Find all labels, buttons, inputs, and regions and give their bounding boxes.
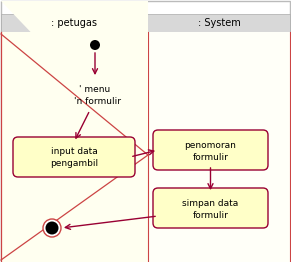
FancyBboxPatch shape: [13, 137, 135, 177]
Text: : System: : System: [198, 18, 241, 28]
Text: input data: input data: [51, 148, 97, 156]
Circle shape: [45, 221, 58, 234]
FancyBboxPatch shape: [153, 188, 268, 228]
FancyBboxPatch shape: [153, 130, 268, 170]
Circle shape: [90, 40, 100, 50]
Text: formulir: formulir: [193, 152, 228, 161]
Text: ' menu: ' menu: [79, 85, 111, 95]
Polygon shape: [1, 1, 148, 155]
Text: 'n formulir: 'n formulir: [74, 96, 122, 106]
Text: pengambil: pengambil: [50, 160, 98, 168]
Text: penomoran: penomoran: [184, 140, 236, 150]
Polygon shape: [1, 32, 148, 259]
Circle shape: [43, 219, 61, 237]
Bar: [1, 32, 148, 262]
Text: formulir: formulir: [193, 210, 228, 220]
Text: simpan data: simpan data: [182, 199, 239, 208]
Bar: [1, 14, 290, 32]
Bar: [148, 32, 290, 262]
Text: : petugas: : petugas: [51, 18, 97, 28]
